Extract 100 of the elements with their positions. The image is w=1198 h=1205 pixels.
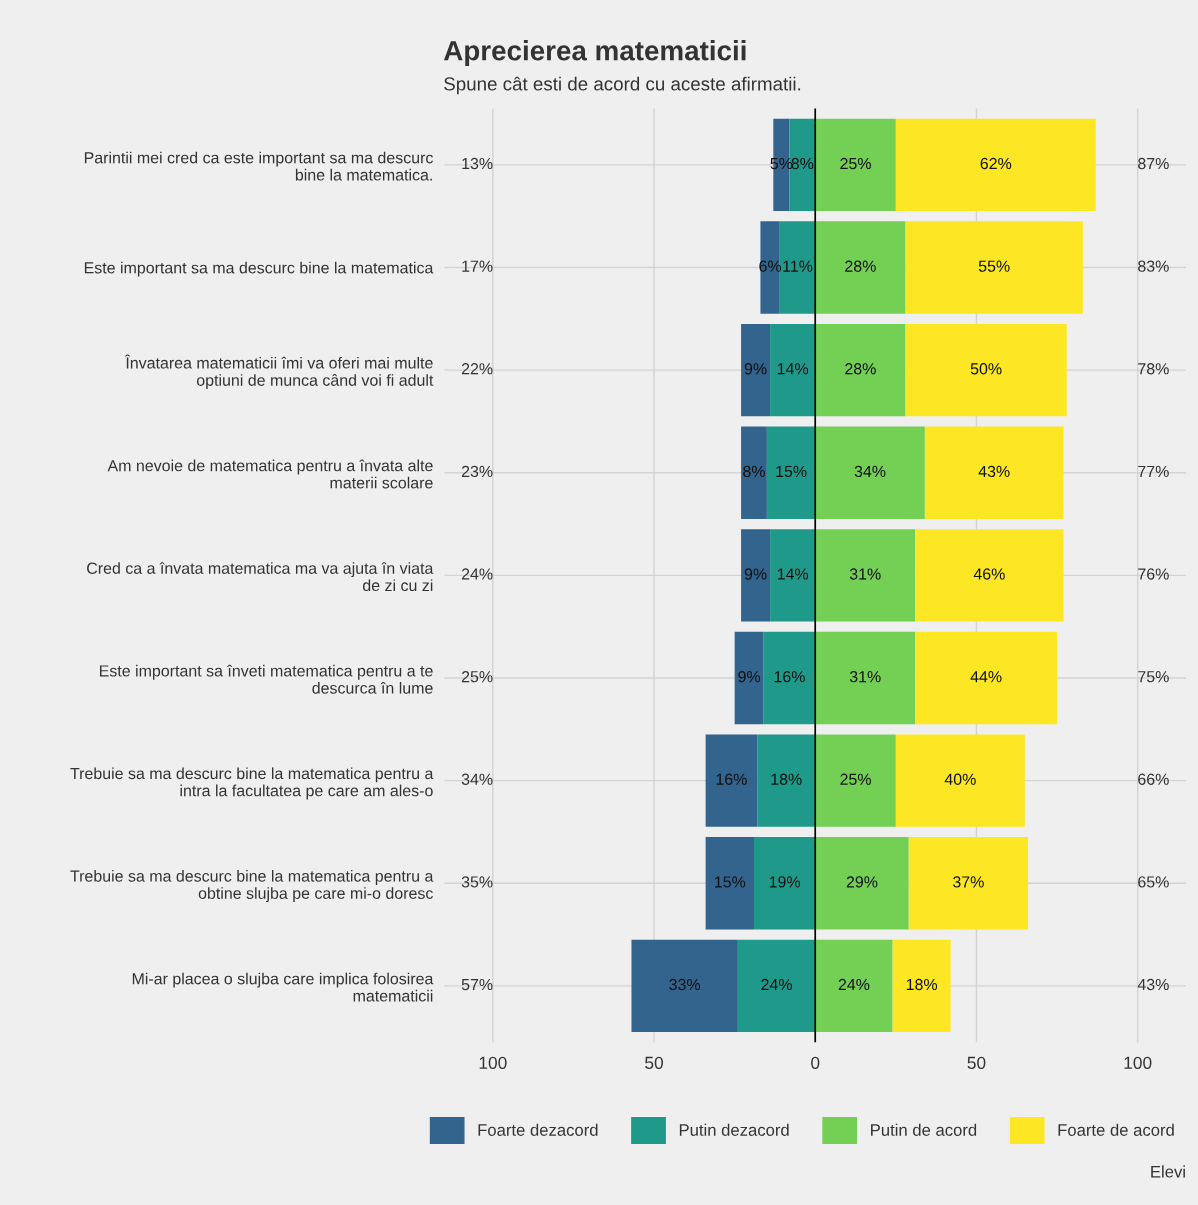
y-tick-label: Este important sa ma descurc bine la matematica: [84, 261, 434, 277]
annotation: 76%: [1138, 568, 1169, 580]
data-label: 19%: [769, 876, 801, 888]
y-tick-label: Învatarea matematicii îmi va oferi mai multe optiuni de munca când voi fi adult: [125, 354, 434, 390]
data-label: 8%: [743, 465, 765, 478]
bar: [770, 323, 816, 417]
bar: [815, 221, 906, 314]
text: Elevi: [1151, 1165, 1185, 1178]
bar: [705, 837, 754, 930]
bar: [815, 631, 916, 725]
bar: [915, 631, 1058, 725]
data-label: 18%: [771, 773, 802, 785]
bar: [815, 939, 893, 1033]
bar: [815, 529, 916, 622]
bar: [815, 426, 925, 519]
bar: [763, 631, 816, 725]
bar: [770, 529, 816, 622]
annotation: 65%: [1138, 876, 1169, 888]
chart-subtitle: Spune cât esti de acord cu aceste afirmatii.: [444, 76, 801, 95]
data-label: 24%: [761, 978, 792, 991]
y-tick-label: Este important sa înveti matematica pentru a te descurca în lume: [99, 664, 433, 694]
bar: [741, 426, 767, 519]
data-label: 9%: [744, 568, 767, 580]
bar: [815, 837, 909, 930]
data-label: 15%: [715, 876, 746, 888]
annotation: 66%: [1138, 773, 1169, 785]
annotation: 78%: [1138, 363, 1169, 375]
data-label: 37%: [953, 876, 984, 888]
chart-title: Aprecierea matematicii: [443, 40, 746, 67]
bar: [779, 221, 816, 314]
bar: [760, 221, 780, 314]
data-label: 15%: [776, 465, 807, 478]
bar: [892, 939, 951, 1033]
bar: [895, 118, 1096, 212]
data-label: 33%: [669, 978, 701, 991]
bar: [908, 837, 1029, 930]
data-label: 40%: [944, 773, 976, 785]
bar: [705, 734, 758, 827]
bar: [905, 221, 1083, 314]
annotation: 35%: [461, 876, 493, 888]
data-label: 25%: [840, 157, 871, 170]
annotation: 17%: [462, 260, 493, 272]
data-label: 8%: [791, 157, 814, 170]
data-label: 62%: [980, 157, 1012, 170]
data-label: 34%: [854, 465, 886, 478]
bar: [737, 939, 816, 1033]
data-label: 43%: [978, 465, 1010, 478]
y-tick-label: Cred ca a învata matematica ma va ajuta în viata de zi cu zi: [87, 562, 434, 592]
x-tick-label: 50: [645, 1056, 664, 1069]
data-label: 44%: [970, 671, 1002, 683]
legend-label: Foarte de acord: [1058, 1123, 1174, 1136]
annotation: 23%: [461, 465, 493, 478]
bar: [815, 118, 896, 212]
x-tick-label: 0: [811, 1056, 820, 1069]
annotation: 22%: [461, 363, 493, 375]
bar: [741, 529, 771, 622]
bar: [757, 734, 816, 827]
bar: [815, 323, 906, 417]
annotation: 77%: [1138, 465, 1169, 477]
data-label: 9%: [744, 363, 767, 375]
legend-label: Putin dezacord: [679, 1123, 789, 1136]
annotation: 13%: [462, 157, 493, 170]
annotation: 34%: [461, 773, 493, 785]
data-label: 16%: [716, 773, 747, 785]
bar: [924, 426, 1064, 519]
data-label: 25%: [840, 773, 871, 785]
annotation: 25%: [461, 670, 493, 683]
bar: [741, 323, 771, 417]
y-tick-label: Trebuie sa ma descurc bine la matematica pentru a obtine slujba pe care mi-o doresc: [70, 870, 434, 903]
y-tick-label: Trebuie sa ma descurc bine la matematica pentru a intra la facultatea pe care am ales-o: [70, 767, 434, 800]
data-label: 55%: [978, 260, 1010, 272]
y-tick-label: Am nevoie de matematica pentru a învata alte materii scolare: [107, 459, 433, 489]
bar: [753, 837, 816, 930]
x-tick-label: 100: [1124, 1056, 1152, 1069]
bar: [631, 939, 738, 1033]
data-label: 50%: [970, 363, 1002, 375]
annotation: 87%: [1138, 157, 1169, 170]
data-label: 46%: [973, 568, 1005, 580]
data-label: 14%: [777, 568, 809, 580]
bar: [905, 323, 1067, 417]
data-label: 11%: [783, 260, 813, 272]
annotation: 43%: [1137, 978, 1169, 991]
data-label: 9%: [738, 670, 761, 683]
bar: [915, 529, 1064, 622]
bar: [895, 734, 1025, 827]
data-label: 28%: [845, 363, 876, 375]
bar: [734, 631, 764, 725]
data-label: 24%: [838, 978, 870, 991]
data-label: 18%: [906, 978, 938, 991]
annotation: 75%: [1138, 671, 1169, 683]
data-label: 28%: [845, 260, 876, 272]
data-label: 16%: [774, 670, 805, 683]
data-label: 14%: [777, 363, 809, 375]
annotation: 57%: [461, 978, 493, 991]
annotation: 24%: [461, 568, 493, 580]
y-tick-label: Parintii mei cred ca este important sa ma descurc bine la matematica.: [84, 151, 433, 181]
y-tick-label: Mi-ar placea o slujba care implica folosirea matematicii: [132, 972, 434, 1002]
legend-label: Putin de acord: [871, 1123, 977, 1136]
data-label: 31%: [849, 568, 881, 580]
bar: [766, 426, 816, 519]
